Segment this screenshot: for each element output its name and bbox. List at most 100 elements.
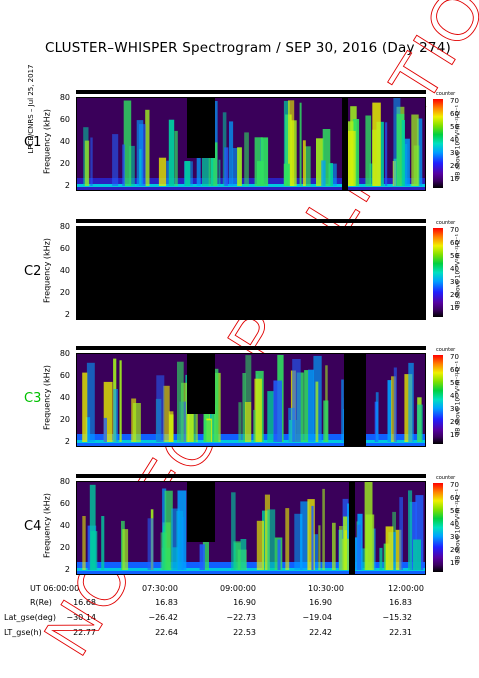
colorbar-label: dB above 10⁻⁸V²m⁻²Hz⁻¹ — [454, 488, 462, 564]
satellite-label: C3 — [24, 391, 42, 406]
orbit-value: 16.83 — [155, 598, 178, 607]
orbit-value: 22.77 — [73, 628, 96, 637]
colorbar-tick-label: 30 — [450, 149, 459, 157]
colorbar-label: dB above 10⁻⁸V²m⁻²Hz⁻¹ — [454, 360, 462, 436]
orbit-value: 16.90 — [309, 598, 332, 607]
colorbar-tick-label: 70 — [450, 97, 459, 105]
orbit-value: −22.73 — [226, 613, 256, 622]
orbit-value: 22.64 — [155, 628, 178, 637]
spectrogram-panel-c2 — [76, 226, 426, 320]
x-tick-label: UT 06:00:00 — [30, 584, 80, 593]
colorbar-tick-label: 50 — [450, 379, 459, 387]
spectrogram-panel-c4 — [76, 481, 426, 575]
colorbar-tick-label: 70 — [450, 353, 459, 361]
orbit-value: −26.42 — [148, 613, 178, 622]
orbit-value: −19.04 — [302, 613, 332, 622]
panel-top-bar — [76, 90, 426, 94]
y-tick-label: 40 — [59, 266, 70, 275]
colorbar-unit: counter — [436, 347, 456, 353]
y-tick-label: 20 — [59, 288, 70, 297]
colorbar-tick-label: 10 — [450, 431, 459, 439]
y-tick-label: 2 — [64, 437, 70, 446]
y-tick-label: 2 — [64, 565, 70, 574]
y-tick-label: 60 — [59, 371, 70, 380]
spectrogram-image — [76, 481, 426, 575]
y-tick-label: 80 — [59, 349, 70, 358]
y-tick-label: 60 — [59, 499, 70, 508]
colorbar-tick-label: 70 — [450, 481, 459, 489]
orbit-row-label: LT_gse(h) — [4, 628, 42, 637]
satellite-label: C2 — [24, 264, 42, 279]
orbit-value: 16.83 — [389, 598, 412, 607]
x-tick-label: 09:00:00 — [220, 584, 256, 593]
panel-top-bar — [76, 346, 426, 350]
colorbar-tick-label: 40 — [450, 265, 459, 273]
x-tick-label: 07:30:00 — [142, 584, 178, 593]
y-tick-label: 20 — [59, 159, 70, 168]
colorbar — [433, 483, 443, 572]
colorbar-tick-label: 50 — [450, 252, 459, 260]
orbit-value: −15.32 — [382, 613, 412, 622]
spectrogram-image — [76, 353, 426, 447]
colorbar-unit: counter — [436, 91, 456, 97]
colorbar-tick-label: 70 — [450, 226, 459, 234]
orbit-value: 16.90 — [233, 598, 256, 607]
y-tick-label: 40 — [59, 137, 70, 146]
colorbar-tick-label: 50 — [450, 507, 459, 515]
orbit-value: 22.31 — [389, 628, 412, 637]
panel-top-bar — [76, 219, 426, 223]
y-tick-label: 80 — [59, 222, 70, 231]
colorbar-tick-label: 10 — [450, 559, 459, 567]
satellite-label: C1 — [24, 135, 42, 150]
colorbar — [433, 228, 443, 317]
colorbar-tick-label: 20 — [450, 291, 459, 299]
colorbar-tick-label: 30 — [450, 533, 459, 541]
colorbar-tick-label: 50 — [450, 123, 459, 131]
y-tick-label: 40 — [59, 393, 70, 402]
orbit-value: −30.14 — [66, 613, 96, 622]
colorbar-tick-label: 60 — [450, 110, 459, 118]
colorbar-label: dB above 10⁻⁸V²m⁻²Hz⁻¹ — [454, 104, 462, 180]
colorbar-tick-label: 10 — [450, 304, 459, 312]
spectrogram-panel-c1 — [76, 97, 426, 191]
x-tick-label: 10:30:00 — [308, 584, 344, 593]
y-tick-label: 60 — [59, 115, 70, 124]
colorbar-tick-label: 30 — [450, 405, 459, 413]
orbit-row-label: Lat_gse(deg) — [4, 613, 56, 622]
colorbar-tick-label: 10 — [450, 175, 459, 183]
colorbar-tick-label: 20 — [450, 546, 459, 554]
y-tick-label: 2 — [64, 310, 70, 319]
colorbar-tick-label: 40 — [450, 136, 459, 144]
colorbar-tick-label: 40 — [450, 392, 459, 400]
colorbar-tick-label: 30 — [450, 278, 459, 286]
y-tick-label: 80 — [59, 477, 70, 486]
colorbar-tick-label: 40 — [450, 520, 459, 528]
colorbar-unit: counter — [436, 220, 456, 226]
y-tick-label: 2 — [64, 181, 70, 190]
colorbar-unit: counter — [436, 475, 456, 481]
colorbar — [433, 99, 443, 188]
y-tick-label: 60 — [59, 244, 70, 253]
colorbar-label: dB above 10⁻⁸V²m⁻²Hz⁻¹ — [454, 233, 462, 309]
colorbar-tick-label: 60 — [450, 366, 459, 374]
y-tick-label: 80 — [59, 93, 70, 102]
orbit-value: 22.53 — [233, 628, 256, 637]
spectrogram-image — [76, 97, 426, 191]
spectrogram-image — [76, 226, 426, 320]
colorbar — [433, 355, 443, 444]
y-tick-label: 40 — [59, 521, 70, 530]
x-tick-label: 12:00:00 — [388, 584, 424, 593]
y-tick-label: 20 — [59, 415, 70, 424]
panel-top-bar — [76, 474, 426, 478]
spectrogram-panel-c3 — [76, 353, 426, 447]
satellite-label: C4 — [24, 519, 42, 534]
y-tick-label: 20 — [59, 543, 70, 552]
colorbar-tick-label: 60 — [450, 239, 459, 247]
orbit-value: 22.42 — [309, 628, 332, 637]
colorbar-tick-label: 60 — [450, 494, 459, 502]
colorbar-tick-label: 20 — [450, 162, 459, 170]
chart-title: CLUSTER–WHISPER Spectrogram / SEP 30, 20… — [45, 40, 451, 56]
colorbar-tick-label: 20 — [450, 418, 459, 426]
orbit-row-label: R(Re) — [30, 598, 52, 607]
orbit-value: 16.68 — [73, 598, 96, 607]
